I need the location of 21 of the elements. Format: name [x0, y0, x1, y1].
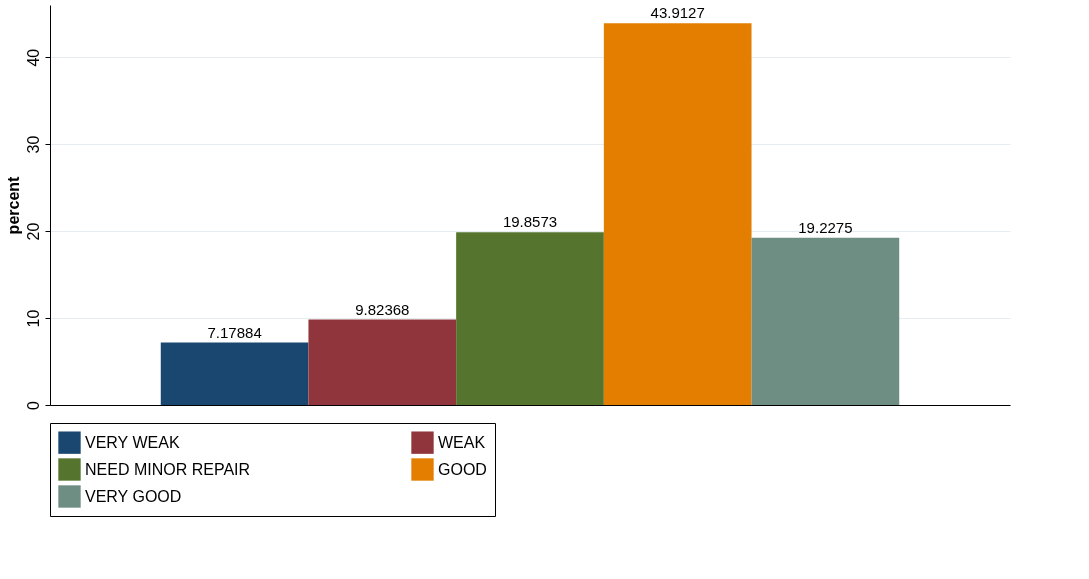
- data-label: 9.82368: [355, 300, 410, 318]
- bar: [751, 237, 900, 405]
- data-label: 7.17884: [207, 323, 262, 341]
- legend-label: WEAK: [438, 433, 486, 451]
- y-tick-label: 10: [24, 309, 42, 328]
- legend-label: VERY GOOD: [85, 487, 182, 505]
- y-tick-label: 30: [24, 135, 42, 154]
- bar: [308, 319, 457, 405]
- legend-label: VERY WEAK: [85, 433, 180, 451]
- data-label: 19.8573: [502, 213, 558, 231]
- legend-label: GOOD: [438, 460, 487, 478]
- data-label: 43.9127: [650, 4, 705, 22]
- y-tick-label: 0: [24, 400, 42, 410]
- legend-label: NEED MINOR REPAIR: [85, 460, 251, 478]
- y-tick-label: 20: [24, 222, 42, 241]
- bar: [603, 23, 752, 405]
- data-label: 19.2275: [798, 218, 853, 236]
- y-axis-title: percent: [4, 175, 22, 235]
- y-tick-label: 40: [24, 48, 42, 67]
- bar: [160, 342, 309, 405]
- bar: [456, 232, 604, 405]
